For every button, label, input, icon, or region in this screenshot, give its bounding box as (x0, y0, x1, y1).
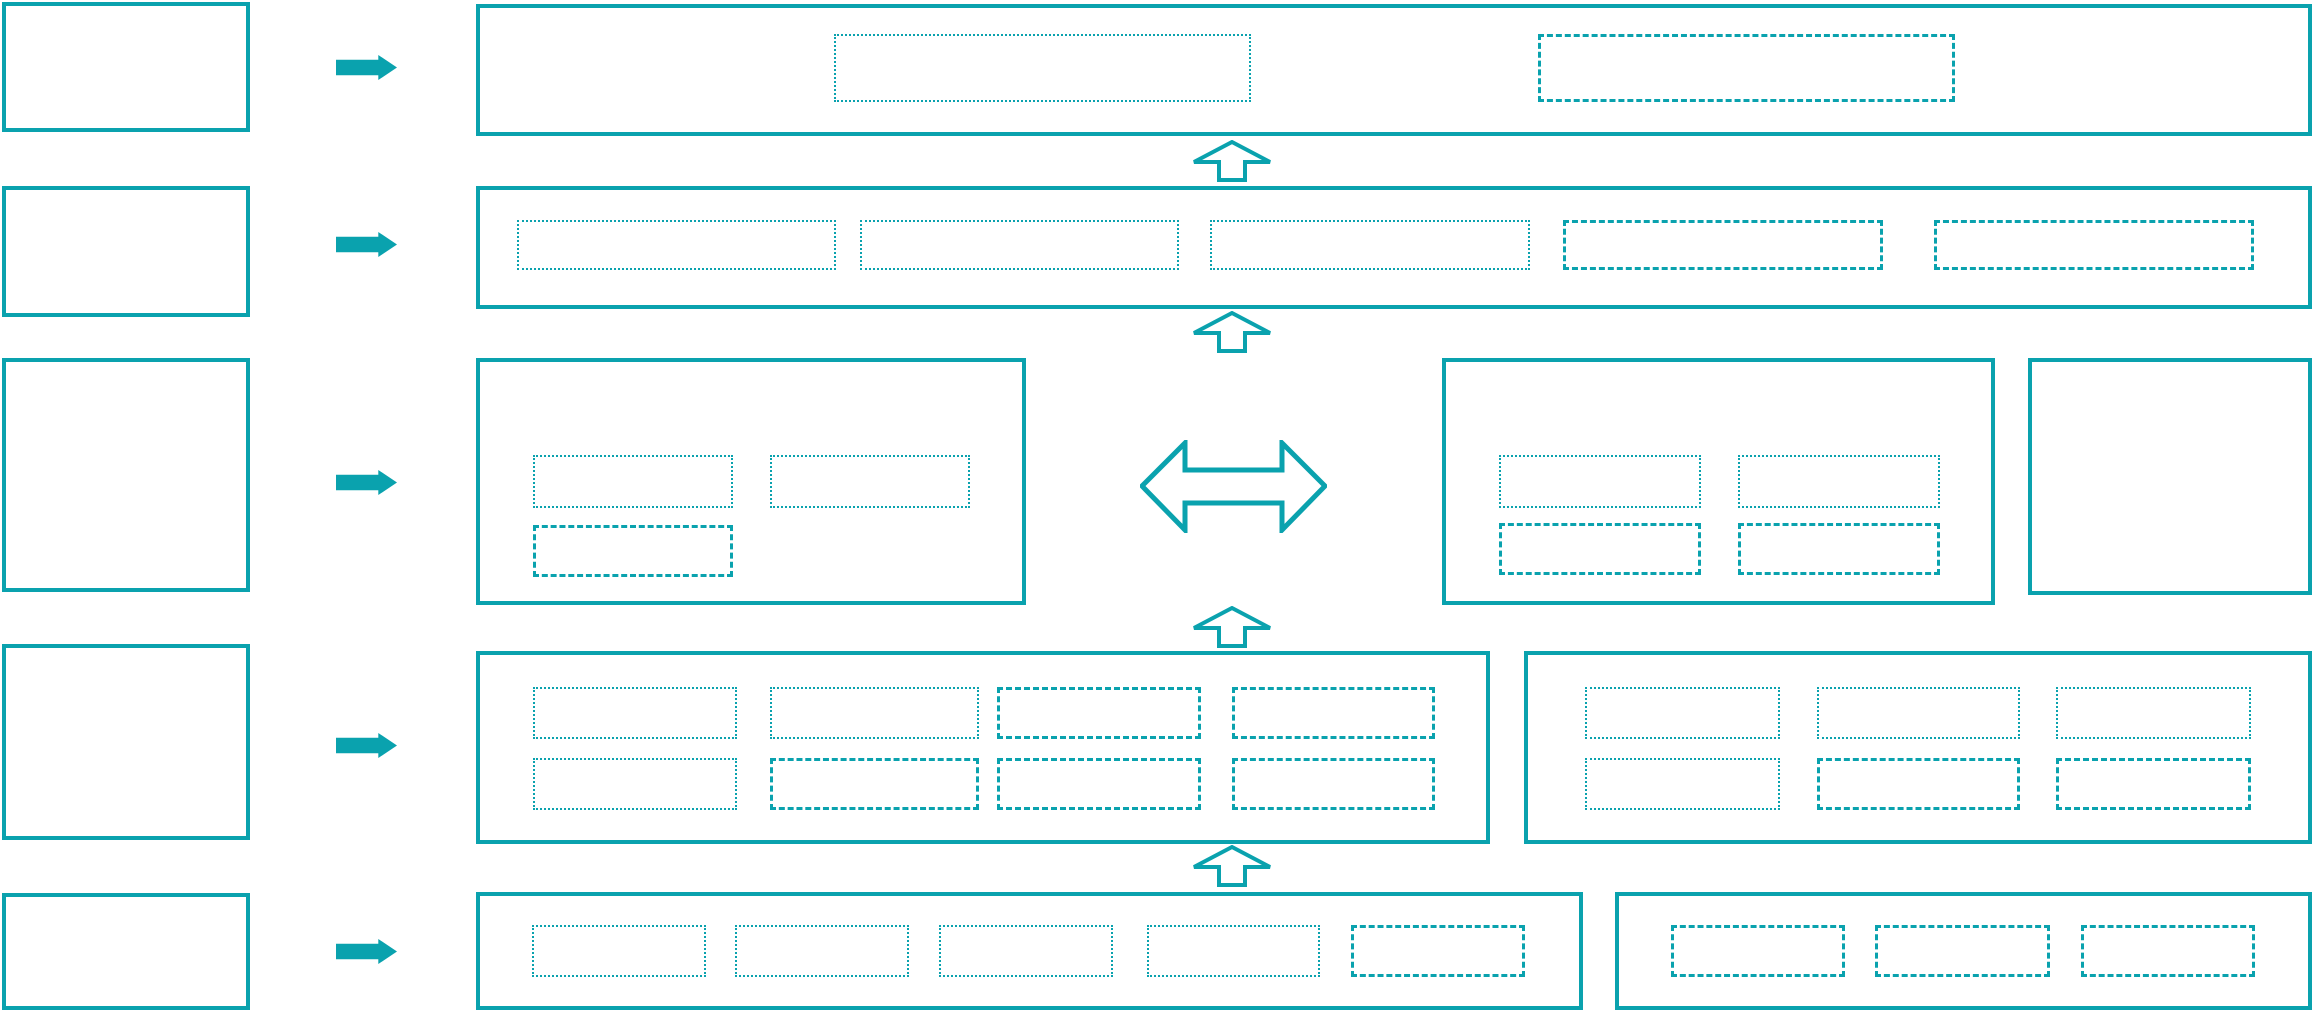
row2-panel-placeholder-2-label (862, 222, 1177, 268)
row5-left-panel-placeholder-5 (1351, 925, 1525, 977)
flow-arrow-right-3-icon (336, 470, 397, 495)
up-arrow-3-icon (1192, 606, 1272, 648)
row4-left-panel-placeholder-3-label (1000, 690, 1198, 736)
row1-panel-placeholder-2-label (1541, 37, 1952, 99)
row3-left-panel-placeholder-1-label (535, 457, 731, 506)
row4-right-panel-placeholder-1 (1585, 687, 1780, 739)
stage-box-2 (2, 186, 250, 317)
row4-left-panel-placeholder-6 (770, 758, 979, 810)
stage-box-5-label (6, 897, 246, 1006)
flow-arrow-right-2-icon (336, 232, 397, 257)
flow-arrow-right-4-icon (336, 733, 397, 758)
double-headed-arrow-icon (1140, 440, 1327, 533)
row3-right-panel-placeholder-3 (1499, 523, 1701, 575)
row4-left-panel-placeholder-1 (533, 687, 737, 739)
row4-left-panel-placeholder-4 (1232, 687, 1435, 739)
row5-left-panel-placeholder-4-label (1149, 927, 1318, 975)
row4-right-panel-placeholder-5 (1817, 758, 2020, 810)
row3-right-panel-placeholder-1 (1499, 455, 1701, 508)
row4-left-panel-placeholder-6-label (773, 761, 976, 807)
stage-box-3-label (6, 362, 246, 588)
row3-right-panel-placeholder-2-label (1740, 457, 1938, 506)
up-arrow-1-icon (1192, 140, 1272, 182)
row2-panel-placeholder-1 (517, 220, 836, 270)
stage-box-4-label (6, 648, 246, 836)
row4-left-panel (476, 651, 1490, 844)
row4-left-panel-placeholder-5 (533, 758, 737, 810)
row5-left-panel-placeholder-2-label (737, 927, 907, 975)
row3-left-panel-placeholder-1 (533, 455, 733, 508)
row4-left-panel-placeholder-5-label (535, 760, 735, 808)
row5-left-panel-placeholder-3 (939, 925, 1113, 977)
row4-left-panel-placeholder-8 (1232, 758, 1435, 810)
row4-right-panel-placeholder-4-label (1587, 760, 1778, 808)
row2-panel-placeholder-2 (860, 220, 1179, 270)
row5-left-panel-placeholder-4 (1147, 925, 1320, 977)
row4-right-panel-placeholder-2-label (1819, 689, 2018, 737)
row4-left-panel-placeholder-7-label (1000, 761, 1198, 807)
row5-left-panel-placeholder-1 (532, 925, 706, 977)
row4-left-panel-placeholder-2-label (772, 689, 977, 737)
row3-left-panel-placeholder-3-label (536, 528, 730, 574)
row2-panel-placeholder-4-label (1566, 223, 1880, 267)
row3-left-panel-placeholder-3 (533, 525, 733, 577)
stage-box-2-label (6, 190, 246, 313)
stage-box-3 (2, 358, 250, 592)
row5-right-panel-placeholder-2-label (1878, 928, 2047, 974)
up-arrow-4-icon (1192, 845, 1272, 887)
row2-panel-placeholder-5 (1934, 220, 2254, 270)
row1-panel-placeholder-2 (1538, 34, 1955, 102)
row4-left-panel-placeholder-7 (997, 758, 1201, 810)
row3-left-panel-placeholder-2-label (772, 457, 968, 506)
row4-right-panel-placeholder-1-label (1587, 689, 1778, 737)
row3-right-panel-placeholder-4 (1738, 523, 1940, 575)
row5-left-panel-placeholder-2 (735, 925, 909, 977)
row2-panel-placeholder-3-label (1212, 222, 1528, 268)
row3-right-panel-placeholder-1-label (1501, 457, 1699, 506)
row1-panel (476, 4, 2312, 136)
row3-right-panel-placeholder-2 (1738, 455, 1940, 508)
row1-panel-placeholder-1-label (836, 36, 1249, 100)
flow-arrow-right-1-icon (336, 55, 397, 80)
row4-left-panel-placeholder-2 (770, 687, 979, 739)
row3-right-panel-placeholder-3-label (1502, 526, 1698, 572)
up-arrow-2-icon (1192, 311, 1272, 353)
row5-left-panel-placeholder-3-label (941, 927, 1111, 975)
row4-right-panel-placeholder-6-label (2059, 761, 2248, 807)
row5-right-panel-placeholder-1-label (1674, 928, 1842, 974)
flow-arrow-right-5-icon (336, 939, 397, 964)
row5-right-panel-placeholder-1 (1671, 925, 1845, 977)
row3-right-panel-placeholder-4-label (1741, 526, 1937, 572)
row5-right-panel-placeholder-2 (1875, 925, 2050, 977)
row4-right-panel-placeholder-3-label (2058, 689, 2249, 737)
row4-right-panel-placeholder-6 (2056, 758, 2251, 810)
row4-right-panel-placeholder-5-label (1820, 761, 2017, 807)
row4-right-panel (1524, 651, 2312, 844)
row4-left-panel-placeholder-3 (997, 687, 1201, 739)
stage-box-1-label (6, 6, 246, 128)
row3-left-panel-placeholder-2 (770, 455, 970, 508)
row2-panel-placeholder-4 (1563, 220, 1883, 270)
row4-right-panel-placeholder-3 (2056, 687, 2251, 739)
row5-right-panel-placeholder-3 (2081, 925, 2255, 977)
row2-panel-placeholder-5-label (1937, 223, 2251, 267)
row3-side-panel (2028, 358, 2312, 595)
row4-right-panel-placeholder-4 (1585, 758, 1780, 810)
row2-panel-placeholder-1-label (519, 222, 834, 268)
stage-box-5 (2, 893, 250, 1010)
stage-box-4 (2, 644, 250, 840)
row5-right-panel-placeholder-3-label (2084, 928, 2252, 974)
row5-left-panel-placeholder-5-label (1354, 928, 1522, 974)
row4-right-panel-placeholder-2 (1817, 687, 2020, 739)
row5-left-panel-placeholder-1-label (534, 927, 704, 975)
row4-left-panel-placeholder-4-label (1235, 690, 1432, 736)
stage-box-1 (2, 2, 250, 132)
row4-left-panel-placeholder-1-label (535, 689, 735, 737)
row4-left-panel-placeholder-8-label (1235, 761, 1432, 807)
row2-panel-placeholder-3 (1210, 220, 1530, 270)
row1-panel-placeholder-1 (834, 34, 1251, 102)
